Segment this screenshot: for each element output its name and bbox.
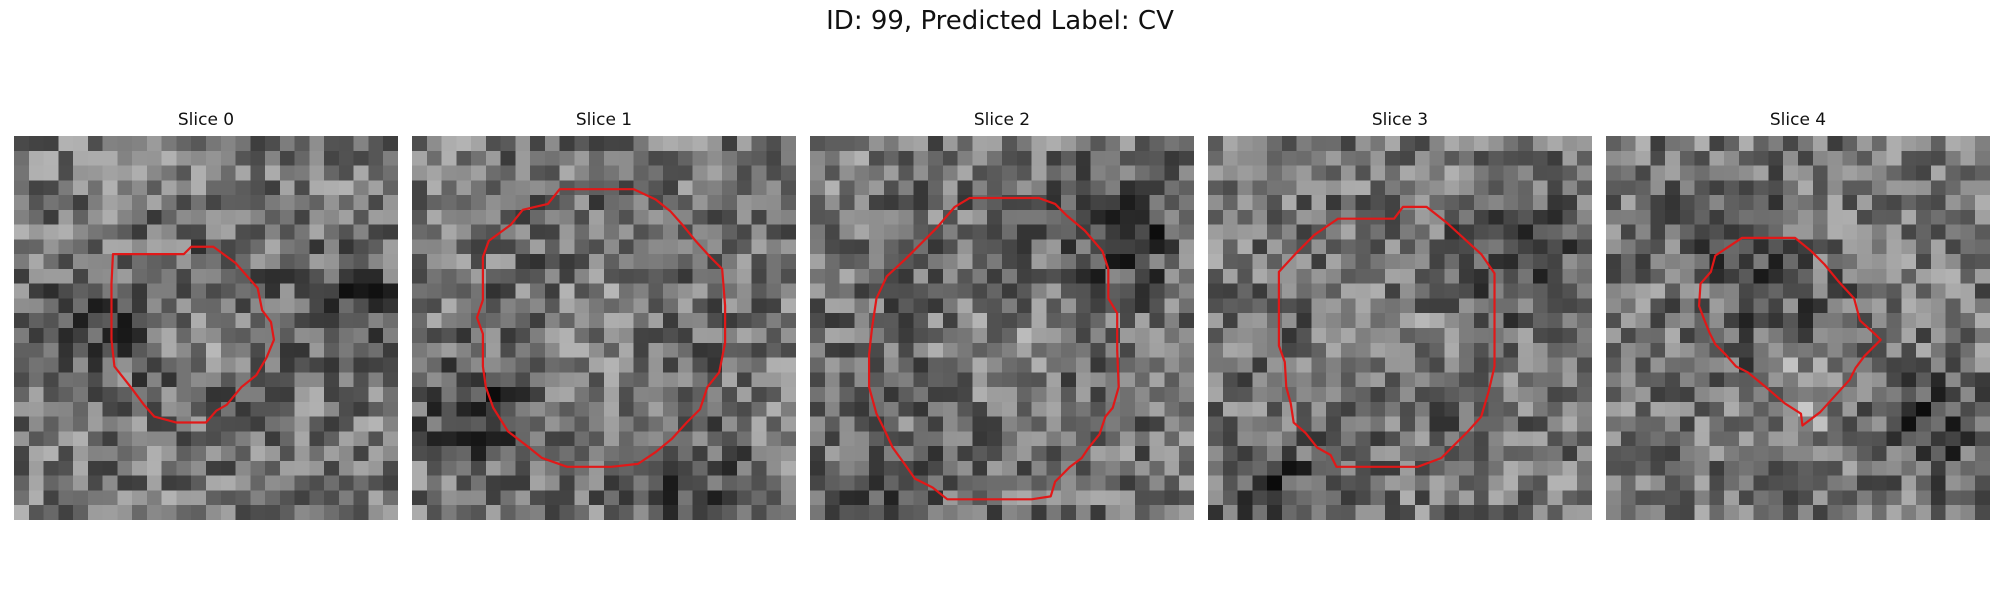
slice-title: Slice 4 xyxy=(1769,110,1827,130)
slice-contour-overlay xyxy=(14,136,398,520)
slice-panel-0: Slice 0 xyxy=(14,106,398,520)
slice-panel-3: Slice 3 xyxy=(1208,106,1592,520)
segmentation-contour xyxy=(1699,238,1881,426)
slice-contour-overlay xyxy=(810,136,1194,520)
slice-image xyxy=(1606,136,1990,520)
slice-title: Slice 3 xyxy=(1371,110,1429,130)
segmentation-contour xyxy=(869,198,1119,499)
slice-panel-4: Slice 4 xyxy=(1606,106,1990,520)
slice-panel-1: Slice 1 xyxy=(412,106,796,520)
slice-image xyxy=(810,136,1194,520)
slice-title: Slice 0 xyxy=(177,110,235,130)
slice-title: Slice 2 xyxy=(973,110,1031,130)
segmentation-contour xyxy=(1279,207,1495,467)
slice-image xyxy=(412,136,796,520)
segmentation-contour xyxy=(111,247,273,423)
figure-title: ID: 99, Predicted Label: CV xyxy=(826,6,1174,36)
slice-contour-overlay xyxy=(1606,136,1990,520)
slice-contour-overlay xyxy=(1208,136,1592,520)
slice-contour-overlay xyxy=(412,136,796,520)
slice-title: Slice 1 xyxy=(575,110,633,130)
segmentation-contour xyxy=(477,189,725,467)
slice-image xyxy=(1208,136,1592,520)
slice-panel-2: Slice 2 xyxy=(810,106,1194,520)
slice-image xyxy=(14,136,398,520)
